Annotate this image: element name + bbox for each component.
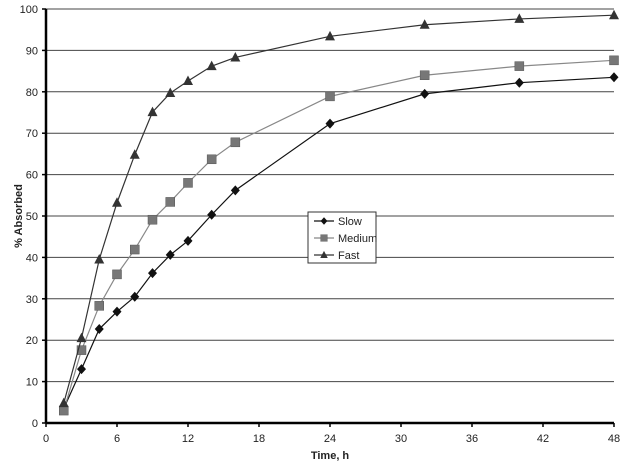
y-tick-label: 90 <box>26 45 38 57</box>
gridlines <box>46 8 614 383</box>
square-marker <box>419 70 430 80</box>
diamond-marker <box>183 235 193 246</box>
x-tick-label: 30 <box>395 433 407 445</box>
x-tick-label: 12 <box>182 433 194 445</box>
y-tick-label: 60 <box>26 170 38 182</box>
y-axis-label: % Absorbed <box>13 184 25 248</box>
y-tick-label: 20 <box>26 335 38 347</box>
triangle-marker <box>58 397 69 408</box>
diamond-marker <box>420 88 430 99</box>
y-tick-label: 70 <box>26 128 38 140</box>
y-tick-label: 80 <box>26 87 38 99</box>
y-tick-label: 0 <box>32 418 38 430</box>
diamond-marker <box>112 306 122 317</box>
square-marker <box>112 269 122 280</box>
square-marker <box>76 345 87 355</box>
x-axis-label: Time, h <box>311 450 350 462</box>
triangle-marker <box>129 149 140 159</box>
triangle-marker <box>183 75 193 86</box>
triangle-marker <box>94 253 105 264</box>
diamond-marker <box>148 268 157 279</box>
x-tick-label: 24 <box>324 433 336 445</box>
legend-item: Medium <box>314 233 377 245</box>
square-marker <box>514 61 525 71</box>
square-marker <box>183 178 193 188</box>
series-group <box>58 9 619 416</box>
legend-label: Medium <box>338 233 377 245</box>
triangle-marker <box>76 332 87 343</box>
diamond-marker <box>325 118 335 129</box>
triangle-marker <box>514 13 525 23</box>
legend-item: Fast <box>314 250 359 262</box>
series-fast <box>58 9 619 408</box>
y-tick-label: 50 <box>26 211 38 223</box>
square-marker <box>230 137 241 148</box>
legend-label: Fast <box>338 250 359 262</box>
triangle-marker <box>112 197 122 207</box>
triangle-marker <box>230 51 241 62</box>
y-tick-label: 100 <box>20 4 38 16</box>
series-line <box>63 76 615 409</box>
legend-item: Slow <box>314 216 362 228</box>
square-marker <box>206 154 217 165</box>
triangle-marker <box>320 250 328 258</box>
axes: 0 10 20 30 40 50 60 70 80 90 100 0 6 12 18 24 30 36 42 48 <box>20 4 620 445</box>
series-medium <box>59 55 619 416</box>
diamond-marker <box>514 77 524 88</box>
x-tick-label: 36 <box>466 433 478 445</box>
x-tick-label: 42 <box>537 433 549 445</box>
diamond-marker <box>207 209 217 220</box>
y-tick-label: 30 <box>26 294 38 306</box>
triangle-marker <box>147 106 158 117</box>
diamond-marker <box>230 185 240 196</box>
diamond-marker <box>94 324 104 335</box>
square-marker <box>609 55 619 66</box>
legend-label: Slow <box>338 216 362 228</box>
square-marker <box>320 234 328 242</box>
square-marker <box>325 91 335 102</box>
triangle-marker <box>325 30 335 41</box>
square-marker <box>59 405 69 416</box>
square-marker <box>94 301 104 311</box>
square-marker <box>130 244 140 255</box>
series-line <box>63 59 615 411</box>
series-line <box>63 14 615 404</box>
legend: Slow Medium Fast <box>307 211 377 264</box>
diamond-marker <box>165 249 175 260</box>
x-tick-label: 48 <box>608 433 620 445</box>
x-tick-label: 18 <box>253 433 265 445</box>
diamond-marker <box>320 217 328 225</box>
diamond-marker <box>609 72 619 83</box>
diamond-marker <box>77 364 86 375</box>
square-marker <box>147 214 158 225</box>
y-tick-label: 40 <box>26 252 38 264</box>
square-marker <box>165 197 175 207</box>
y-tick-label: 10 <box>26 377 38 389</box>
x-tick-label: 6 <box>114 433 120 445</box>
x-tick-label: 0 <box>43 433 49 445</box>
triangle-marker <box>206 60 217 71</box>
series-slow <box>59 72 619 414</box>
diamond-marker <box>130 291 140 302</box>
triangle-marker <box>609 9 619 20</box>
triangle-marker <box>419 19 430 29</box>
triangle-marker <box>165 87 176 98</box>
